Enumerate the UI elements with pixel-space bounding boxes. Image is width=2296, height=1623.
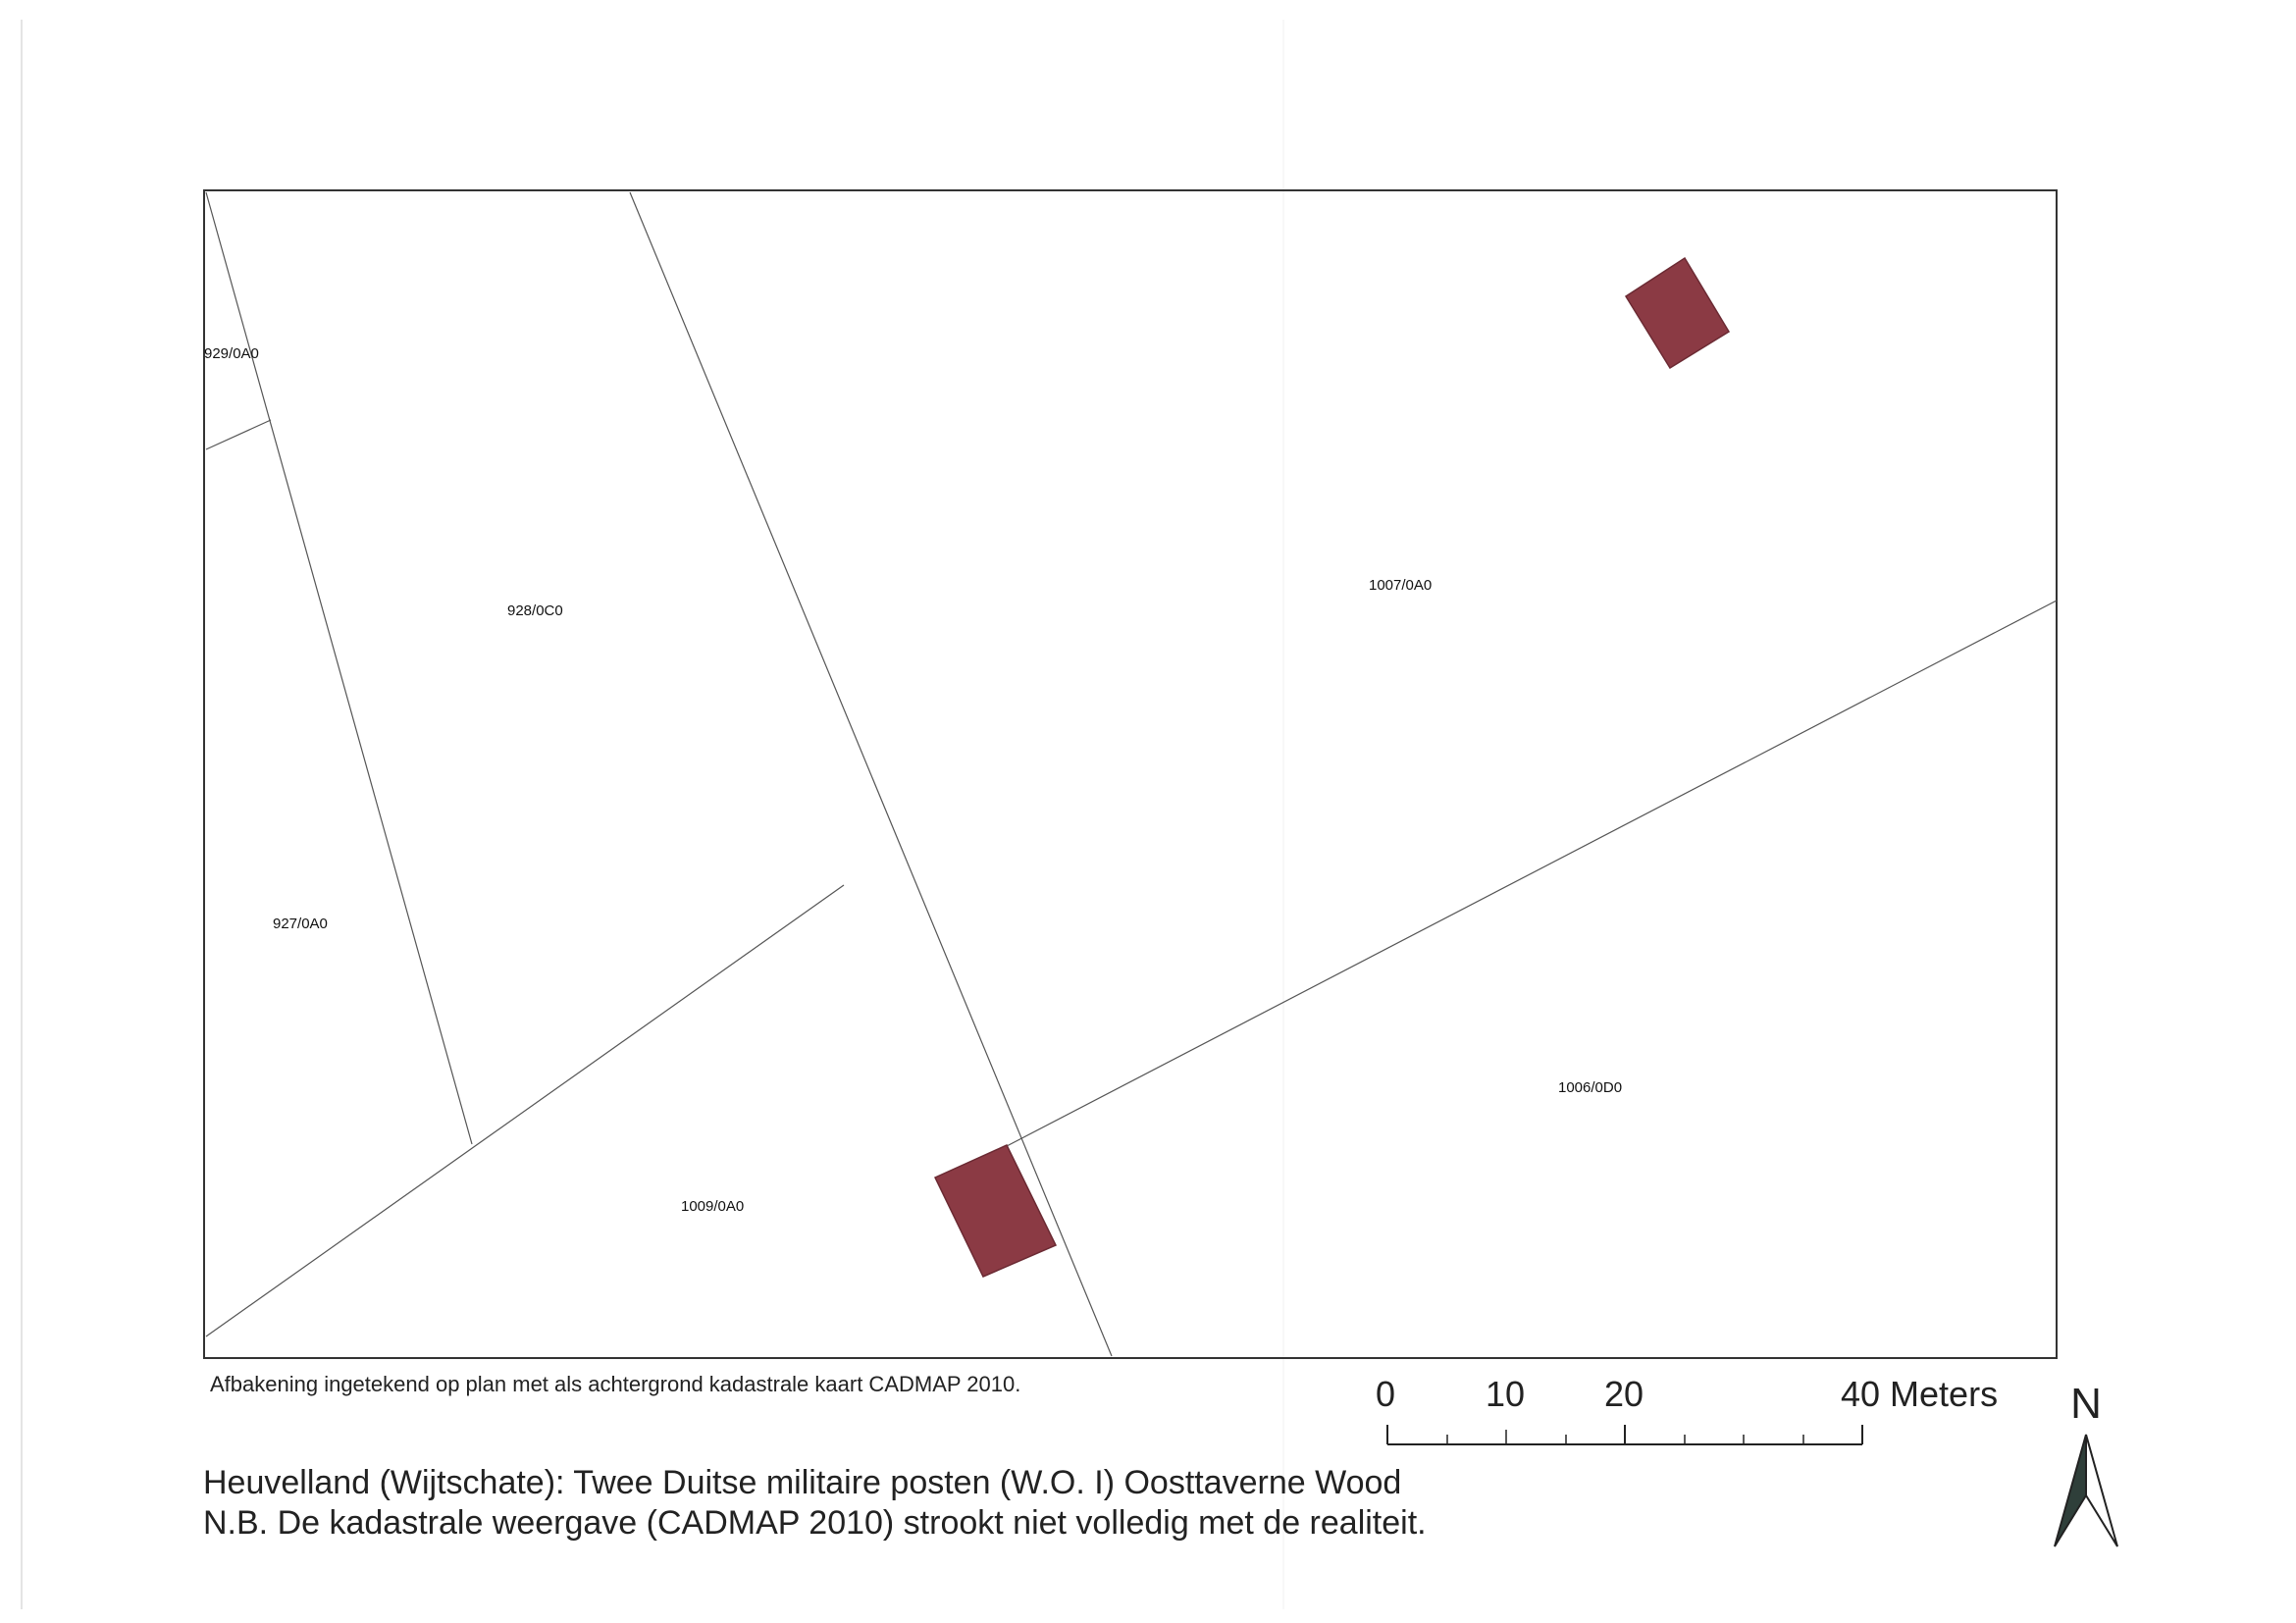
parcel-boundary	[1006, 600, 2058, 1147]
north-arrow-dark-half	[2054, 1434, 2087, 1547]
parcel-boundary	[205, 191, 473, 1145]
military-post-south	[933, 1144, 1058, 1278]
parcel-label: 927/0A0	[273, 916, 328, 932]
parcel-label: 928/0C0	[507, 602, 563, 619]
parcel-boundaries	[205, 191, 2058, 1357]
north-arrow-light-half	[2085, 1434, 2118, 1547]
map-note: N.B. De kadastrale weergave (CADMAP 2010…	[203, 1504, 1427, 1542]
scale-label: 0	[1376, 1374, 1395, 1414]
north-arrow-icon: N	[2054, 1380, 2118, 1547]
parcel-label: 1007/0A0	[1369, 577, 1432, 594]
scale-bar: 0 10 20 40 Meters	[1376, 1374, 1998, 1445]
parcel-label: 1006/0D0	[1558, 1079, 1622, 1096]
scale-label: 40 Meters	[1841, 1374, 1998, 1414]
scale-label: 10	[1486, 1374, 1525, 1414]
parcel-label: 1009/0A0	[681, 1198, 744, 1215]
parcel-boundary	[205, 884, 845, 1337]
scale-label: 20	[1604, 1374, 1644, 1414]
parcel-label: 929/0A0	[204, 345, 259, 362]
map-caption: Afbakening ingetekend op plan met als ac…	[210, 1372, 1021, 1396]
map-title: Heuvelland (Wijtschate): Twee Duitse mil…	[203, 1464, 1402, 1501]
parcel-boundary	[629, 191, 1113, 1357]
map-frame	[203, 189, 2058, 1359]
north-letter: N	[2070, 1380, 2102, 1428]
parcel-boundary	[205, 419, 272, 450]
military-post-north	[1624, 256, 1731, 370]
